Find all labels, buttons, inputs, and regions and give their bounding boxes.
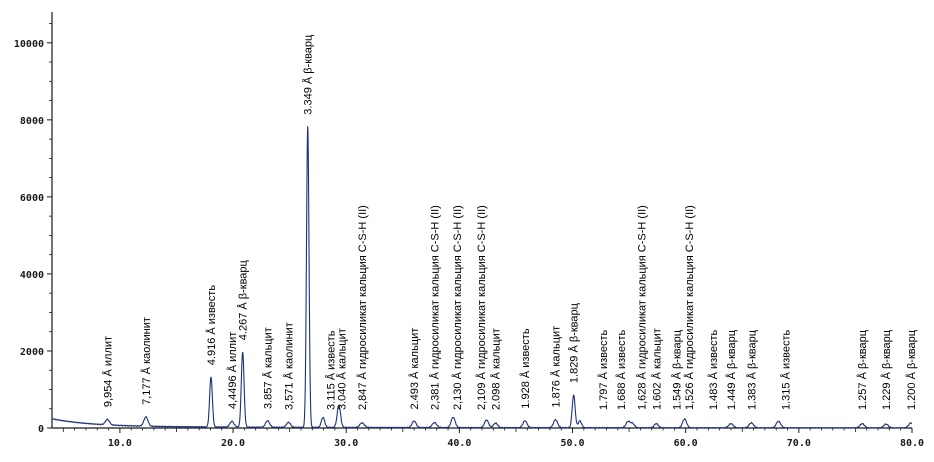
peak-annotation: 3.349 Å β-кварц bbox=[302, 34, 315, 115]
y-tick-label: 4000 bbox=[20, 270, 44, 281]
peak-annotation: 1,526 Å гидросиликат кальция C-S-H (II) bbox=[683, 205, 696, 410]
peak-annotation: 3.857 Å кальцит bbox=[262, 327, 275, 409]
peak-annotation: 1.829 Å β-кварц bbox=[568, 302, 581, 383]
peak-annotation: 1.549 Å β-кварц bbox=[671, 329, 684, 410]
peak-annotation: 1.483 Å известь bbox=[707, 329, 720, 410]
peak-annotation: 2,847 Å гидросиликат кальция C-S-H (II) bbox=[356, 205, 369, 410]
peak-annotation: 4.267 Å β-кварц bbox=[237, 259, 250, 340]
peak-annotation: 2,109 Å гидросиликат кальция C-S-H (II) bbox=[475, 205, 488, 410]
peak-annotation: 4.916 Å известь bbox=[205, 285, 218, 366]
peak-annotation: 1.928 Å известь bbox=[519, 328, 532, 409]
peak-annotation: 3.115 Å известь bbox=[324, 330, 337, 410]
x-tick-label: 40.0 bbox=[447, 438, 471, 449]
peak-annotation: 3.040 Å кальцит bbox=[336, 328, 349, 410]
y-tick-label: 2000 bbox=[20, 347, 44, 358]
peak-annotation: 2,130 Å гидросиликат кальция C-S-H (II) bbox=[451, 205, 464, 410]
x-tick-label: 30.0 bbox=[334, 438, 358, 449]
x-tick-label: 80.0 bbox=[900, 438, 924, 449]
peak-annotation: 1.200 Å β-кварц bbox=[905, 329, 918, 410]
x-tick-label: 50.0 bbox=[560, 438, 584, 449]
tick-labels: 0 2000 4000 6000 8000 10000 10.0 20.0 30.0 40.0 50… bbox=[14, 39, 924, 449]
y-tick-label: 8000 bbox=[20, 116, 44, 127]
x-tick-label: 70.0 bbox=[787, 438, 811, 449]
peak-annotation: 1.449 Å β-кварц bbox=[725, 329, 738, 410]
peak-annotation: 1.257 Å β-кварц bbox=[856, 329, 869, 410]
peak-annotation: 4,4496 Å иллит bbox=[226, 332, 239, 409]
peak-annotation: 2,381 Å гидросиликат кальция C-S-H (II) bbox=[429, 205, 442, 410]
plot-area bbox=[51, 126, 913, 429]
peak-annotation: 1,628 Å гидросиликат кальция C-S-H (II) bbox=[636, 205, 649, 410]
x-tick-label: 10.0 bbox=[108, 438, 132, 449]
peak-annotation: 1.876 Å кальцит bbox=[550, 326, 563, 408]
peak-annotation: 1.383 Å β-кварц bbox=[745, 329, 758, 410]
peak-annotation: 1.688 Å известь bbox=[615, 329, 628, 410]
peak-annotation: 3,571 Å каолинит bbox=[283, 322, 296, 410]
peak-annotation: 2.493 Å кальцит bbox=[408, 328, 421, 410]
y-tick-label: 0 bbox=[38, 424, 44, 435]
y-tick-label: 6000 bbox=[20, 193, 44, 204]
peak-annotation: 1.797 Å известь bbox=[597, 329, 610, 410]
peak-annotation: 2.098 Å кальцит bbox=[490, 328, 503, 410]
peak-annotation: 7,177 Å каолинит bbox=[140, 317, 153, 405]
peak-annotation: 1.602 Å кальцит bbox=[650, 328, 663, 410]
peak-annotations: 9,954 Å иллит 7,177 Å каолинит 4.916 Å изв… bbox=[101, 34, 918, 410]
x-tick-label: 20.0 bbox=[221, 438, 245, 449]
peak-annotation: 1.229 Å β-кварц bbox=[880, 329, 893, 410]
y-tick-label: 10000 bbox=[14, 39, 44, 50]
diffraction-pattern-line bbox=[51, 126, 913, 429]
x-tick-label: 60.0 bbox=[674, 438, 698, 449]
peak-annotation: 9,954 Å иллит bbox=[101, 336, 114, 407]
peak-annotation: 1.315 Å известь bbox=[779, 329, 792, 410]
